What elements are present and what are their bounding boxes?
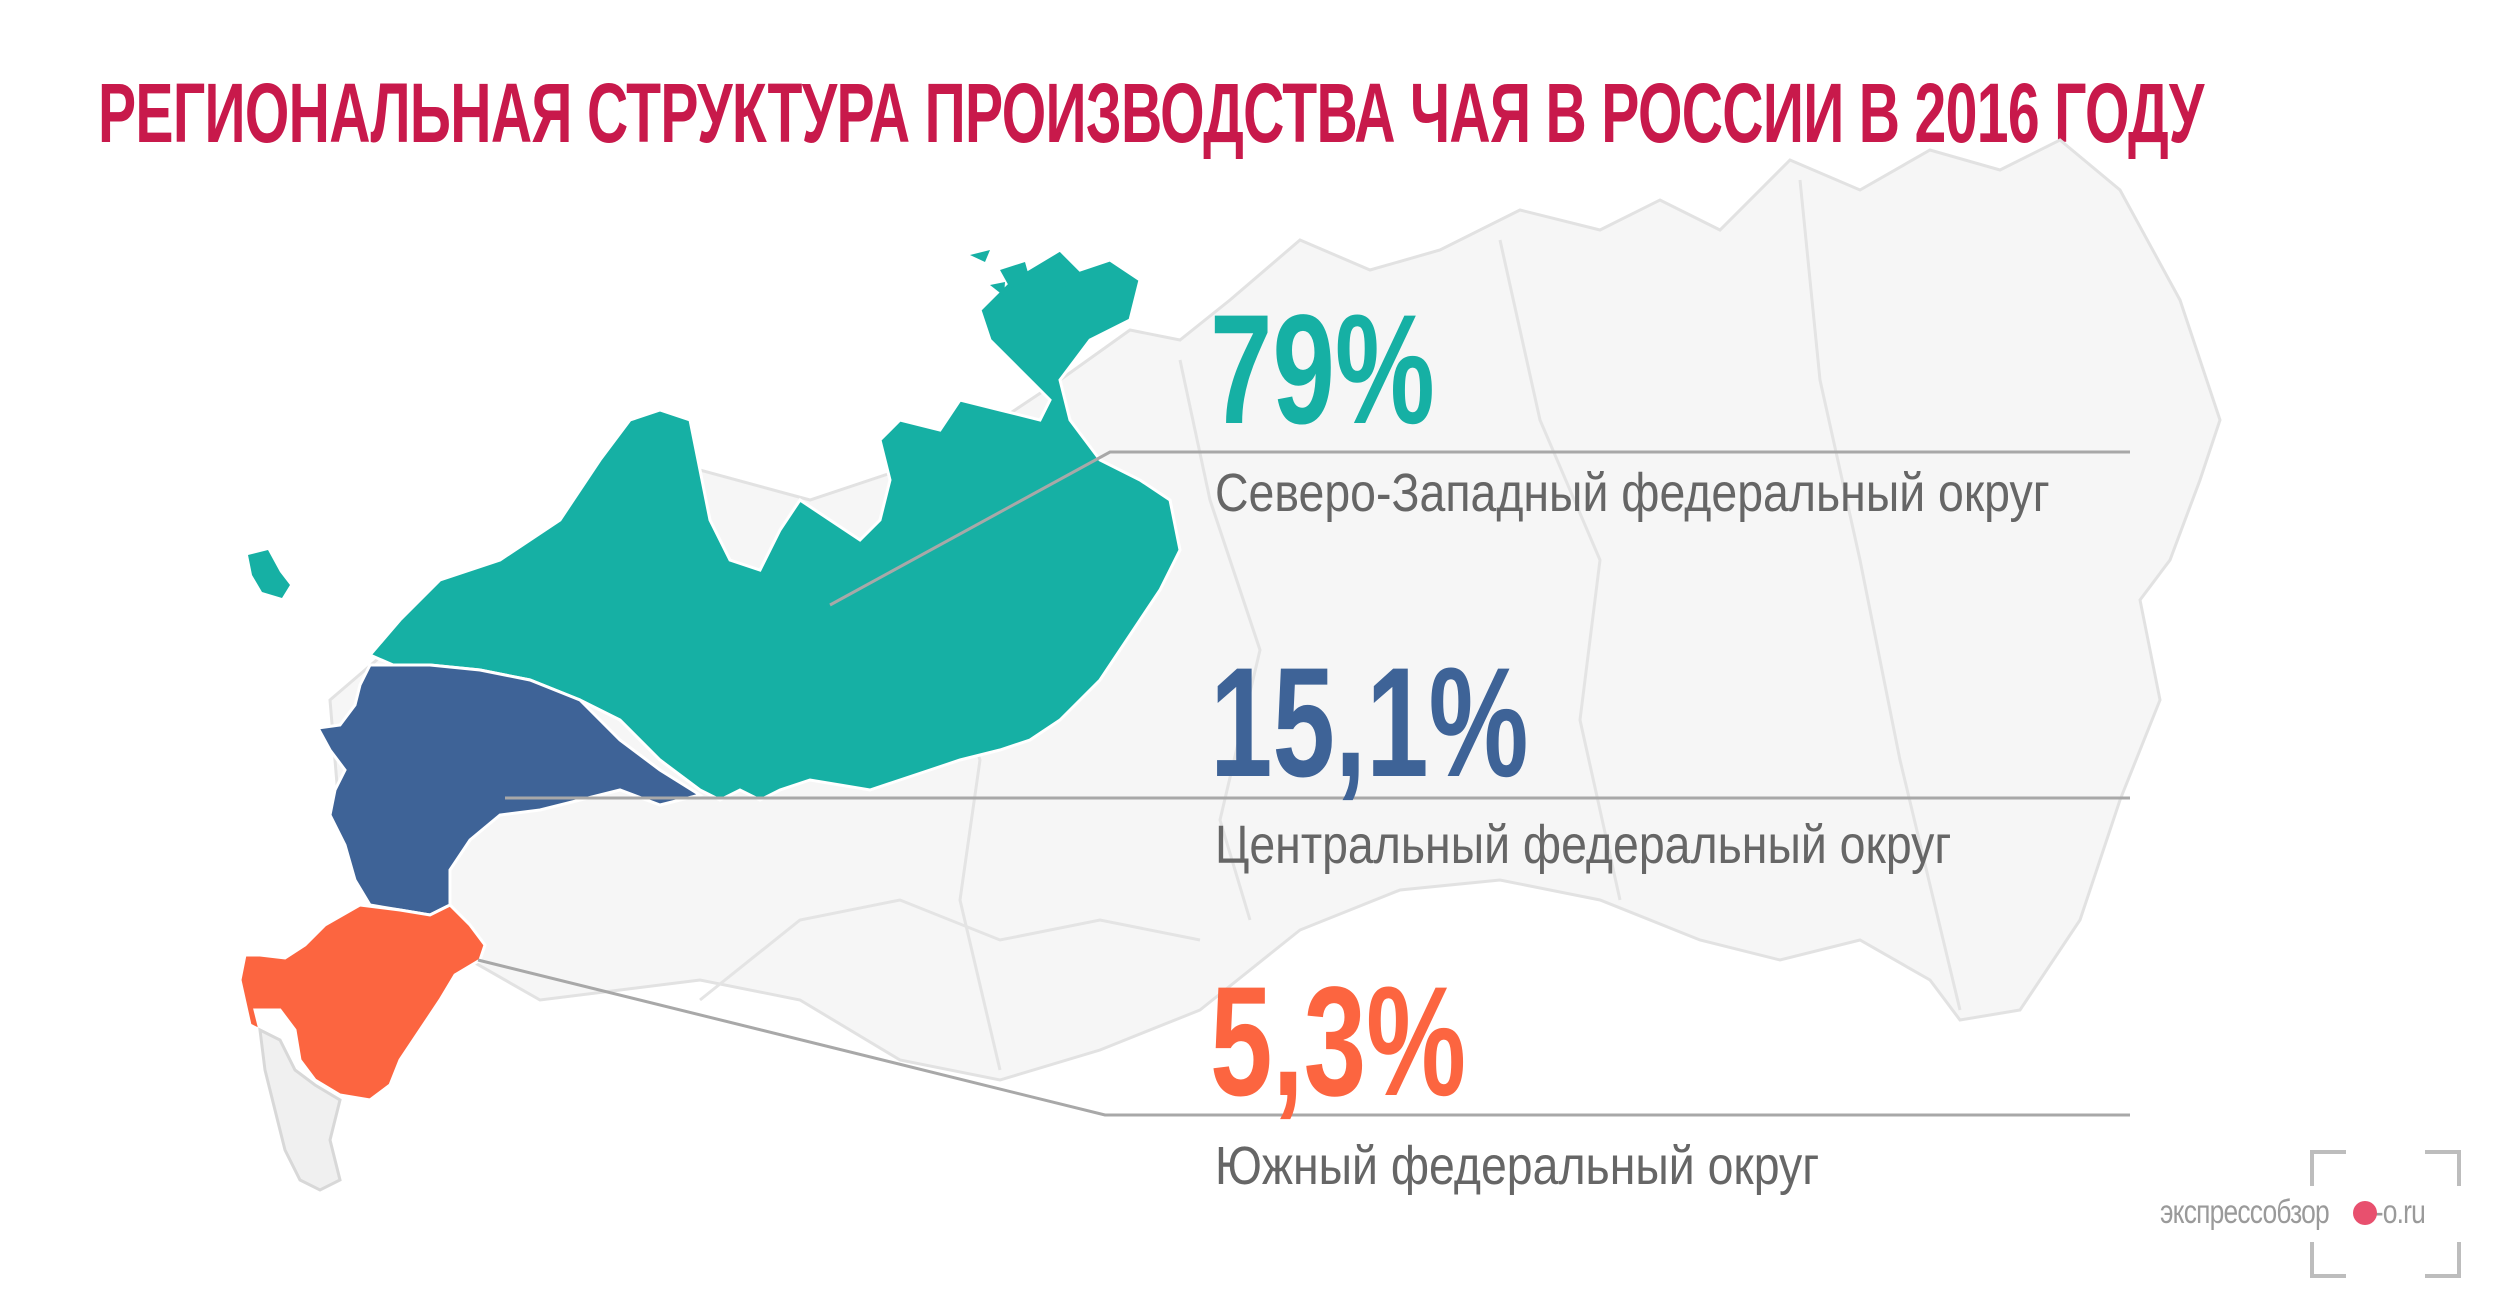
watermark-logo: экспрессобзор e-o.ru	[2160, 1150, 2461, 1278]
label-northwest: Северо-Западный федеральный округ	[1215, 463, 2050, 523]
label-central: Центральный федеральный округ	[1215, 815, 1952, 875]
russia-silhouette	[328, 138, 2222, 1082]
watermark-bracket-bl	[2310, 1242, 2346, 1278]
region-south-shape	[238, 903, 487, 1102]
leader-lines	[477, 450, 2130, 1117]
watermark-dot	[2353, 1201, 2377, 1225]
percent-south: 5,3%	[1210, 955, 1467, 1129]
percent-northwest: 79%	[1210, 283, 1435, 457]
north-caucasus-shape	[258, 1027, 342, 1192]
watermark-text: экспрессобзор e-o.ru	[2160, 1192, 2426, 1232]
percent-central: 15,1%	[1210, 636, 1529, 810]
leader-line-northwest	[829, 450, 2130, 607]
region-central-shape	[315, 663, 704, 917]
leader-line-south	[477, 958, 2130, 1117]
label-south: Южный федеральный округ	[1215, 1136, 1820, 1196]
watermark-name: экспрессобзор	[2160, 1193, 2330, 1230]
watermark-bracket-br	[2425, 1242, 2461, 1278]
arctic-islands	[970, 250, 1078, 306]
watermark-bracket-tr	[2425, 1150, 2461, 1186]
kaliningrad-shape	[248, 550, 290, 598]
watermark-bracket-tl	[2310, 1150, 2346, 1186]
